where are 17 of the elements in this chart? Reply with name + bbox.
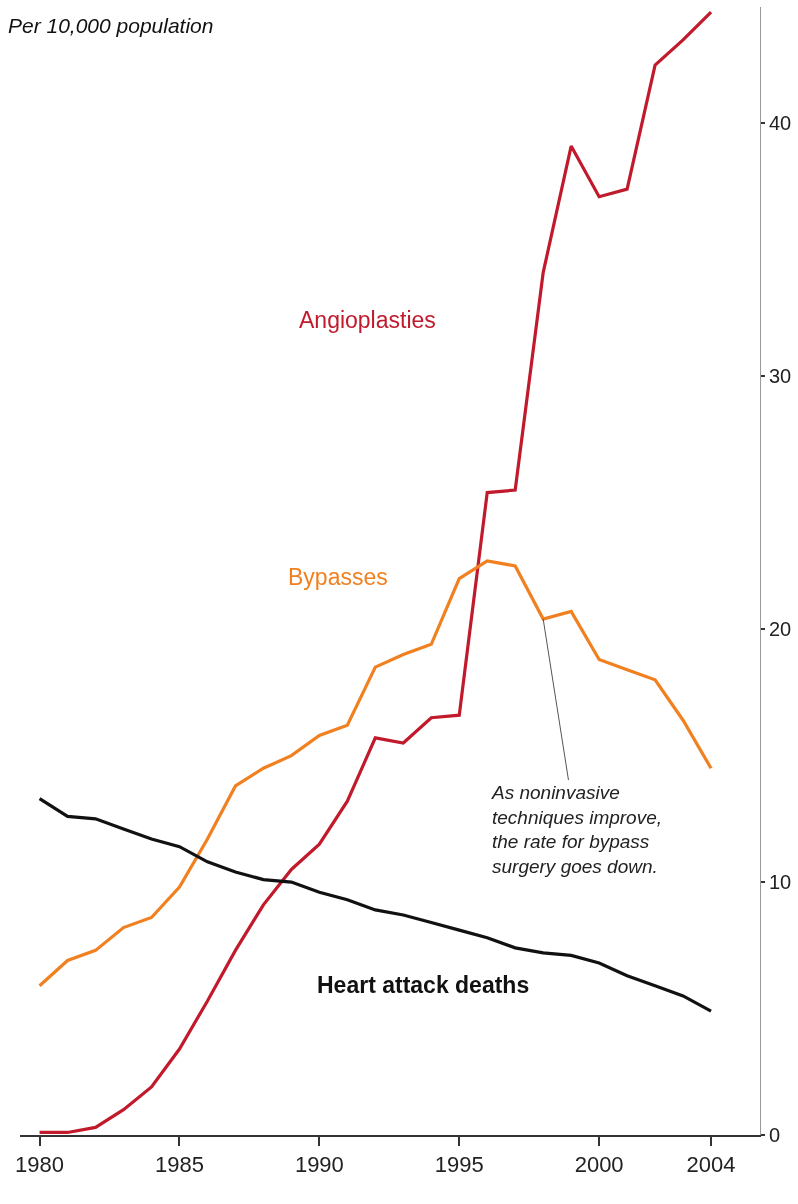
x-tick-label: 2000	[574, 1152, 624, 1178]
y-tick-label: 30	[769, 365, 792, 388]
x-tick-label: 1980	[15, 1152, 65, 1178]
x-tick-label: 1985	[154, 1152, 204, 1178]
x-tick-label: 2004	[686, 1152, 736, 1178]
x-tick-label: 1995	[434, 1152, 484, 1178]
line-series	[37, 797, 713, 1013]
y-tick-label: 0	[769, 1124, 781, 1146]
y-tick-label: 40	[769, 112, 792, 135]
y-tick-label: 10	[769, 871, 792, 894]
annotation: As noninvasive techniques improve, the rate for bypass surgery goes down.	[491, 782, 663, 878]
chart-title: Per 10,000 population	[7, 13, 214, 37]
text: Angioplasties	[299, 307, 436, 333]
x-tick-label: 1990	[294, 1152, 344, 1178]
text: Bypasses	[288, 564, 388, 590]
y-tick-label: 20	[769, 618, 792, 641]
series-label: Heart attack deaths	[317, 972, 530, 998]
